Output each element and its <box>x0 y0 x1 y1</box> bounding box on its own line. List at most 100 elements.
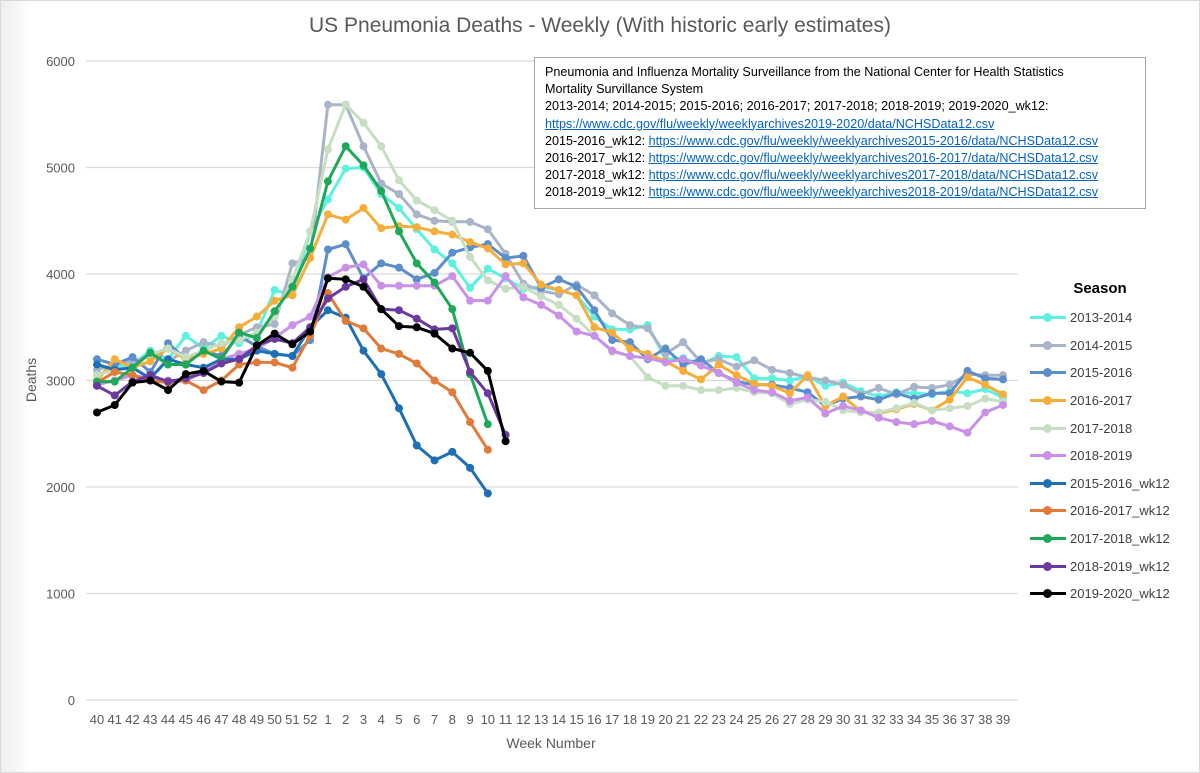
data-point <box>750 379 759 388</box>
data-point <box>537 292 546 301</box>
data-point <box>483 366 492 375</box>
data-point <box>395 176 403 185</box>
data-point <box>288 282 297 291</box>
data-point <box>359 346 368 355</box>
source-link-2017-2018[interactable]: https://www.cdc.gov/flu/weekly/weeklyarc… <box>648 168 1099 183</box>
data-point <box>164 344 173 353</box>
data-point <box>625 321 634 330</box>
data-point <box>181 331 190 340</box>
source-link-2016-2017[interactable]: https://www.cdc.gov/flu/weekly/weeklyarc… <box>648 151 1099 166</box>
data-point <box>323 195 332 204</box>
data-point <box>110 377 119 386</box>
data-point <box>306 227 315 236</box>
data-point <box>430 216 439 225</box>
data-point <box>554 311 563 320</box>
data-point <box>341 282 350 291</box>
data-point <box>839 402 848 411</box>
source-link-2018-2019[interactable]: https://www.cdc.gov/flu/weekly/weeklyarc… <box>648 185 1099 200</box>
data-point <box>714 360 723 369</box>
data-point <box>288 291 297 300</box>
x-tick-label: 41 <box>108 712 122 727</box>
data-point <box>483 296 492 305</box>
legend-swatch-icon <box>1030 505 1066 517</box>
data-point <box>501 272 510 281</box>
data-point <box>448 216 457 225</box>
data-point <box>93 408 101 417</box>
data-point <box>910 382 919 391</box>
x-tick-label: 18 <box>623 712 637 727</box>
legend-item: 2018-2019 <box>1030 442 1190 470</box>
y-tick-label: 6000 <box>46 54 75 69</box>
data-point <box>963 402 972 411</box>
data-point <box>927 389 936 398</box>
note-line-1: Pneumonia and Influenza Mortality Survei… <box>545 65 1064 79</box>
data-point <box>519 251 528 260</box>
data-point <box>430 456 439 465</box>
data-point <box>359 118 368 127</box>
data-point <box>750 386 759 395</box>
data-point <box>732 378 741 387</box>
data-point <box>590 291 599 300</box>
data-point <box>323 210 332 219</box>
data-point <box>341 100 350 109</box>
y-axis-label: Deaths <box>23 358 39 402</box>
data-point <box>448 259 457 268</box>
data-point <box>999 390 1007 399</box>
data-point <box>785 369 794 378</box>
data-point <box>341 215 350 224</box>
data-point <box>430 245 439 254</box>
source-link-2019-2020[interactable]: https://www.cdc.gov/flu/weekly/weeklyarc… <box>545 116 995 131</box>
data-point <box>199 346 208 355</box>
data-point <box>164 360 173 369</box>
data-point <box>839 392 848 401</box>
data-point <box>643 324 652 333</box>
data-point <box>128 378 137 387</box>
data-point <box>554 275 563 284</box>
data-point <box>519 293 528 302</box>
data-point <box>288 259 297 268</box>
data-point <box>981 374 990 383</box>
x-tick-label: 7 <box>431 712 438 727</box>
data-point <box>697 361 705 370</box>
x-tick-label: 1 <box>324 712 331 727</box>
data-point <box>181 346 190 355</box>
data-point <box>803 371 812 380</box>
data-point <box>981 380 990 389</box>
chart-title: US Pneumonia Deaths - Weekly (With histo… <box>309 14 891 37</box>
x-tick-label: 5 <box>395 712 402 727</box>
data-point <box>448 388 457 397</box>
data-point <box>608 328 617 337</box>
data-point <box>714 386 723 395</box>
data-point <box>981 408 990 417</box>
data-point <box>448 344 457 353</box>
data-point <box>448 305 457 314</box>
data-point <box>93 371 101 380</box>
data-point <box>395 322 403 331</box>
data-point <box>412 314 421 323</box>
data-point <box>377 305 386 314</box>
data-point <box>856 406 865 415</box>
data-point <box>999 375 1007 384</box>
x-tick-label: 46 <box>196 712 210 727</box>
data-point <box>768 381 777 390</box>
data-point <box>412 259 421 268</box>
data-point <box>323 294 332 303</box>
series-line <box>96 103 1003 396</box>
source-link-2015-2016[interactable]: https://www.cdc.gov/flu/weekly/weeklyarc… <box>648 133 1099 148</box>
data-point <box>963 428 972 437</box>
legend-label: 2018-2019 <box>1070 448 1133 464</box>
data-point <box>288 352 297 361</box>
data-point <box>412 281 421 290</box>
data-point <box>927 406 936 415</box>
data-point <box>448 272 457 281</box>
data-point <box>270 329 279 338</box>
x-tick-label: 35 <box>925 712 939 727</box>
series-line <box>95 206 1004 415</box>
data-point <box>483 264 492 273</box>
series-2017-2018_wk12 <box>93 142 492 429</box>
data-point <box>359 260 368 269</box>
data-point <box>430 329 439 338</box>
data-point <box>519 259 528 268</box>
data-point <box>110 391 119 400</box>
data-point <box>164 386 173 395</box>
